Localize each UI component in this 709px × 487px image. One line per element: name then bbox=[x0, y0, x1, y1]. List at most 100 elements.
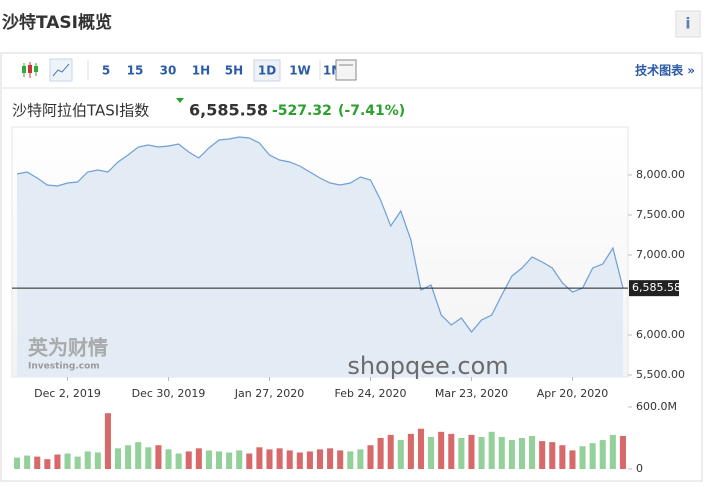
candle-icon[interactable] bbox=[22, 62, 38, 78]
panel bbox=[0, 52, 703, 482]
y-tick-label: 600.0M bbox=[636, 400, 677, 413]
brand-watermark: 英为财情 bbox=[28, 336, 108, 360]
interval-button[interactable]: 1D bbox=[258, 64, 276, 78]
volume-bar bbox=[256, 447, 263, 469]
brand-sub-watermark: Investing.com bbox=[28, 362, 100, 372]
price-line bbox=[16, 136, 624, 333]
change-pct: (-7.41%) bbox=[338, 103, 405, 119]
volume-bar bbox=[64, 453, 71, 469]
volume-bar bbox=[367, 445, 374, 469]
volume-bar bbox=[529, 435, 536, 469]
interval-group: 5 15 30 1H 5H 1D 1W 1M bbox=[102, 59, 343, 82]
volume-bar bbox=[226, 452, 233, 469]
volume-bar bbox=[609, 434, 616, 469]
volume-bar bbox=[377, 438, 384, 469]
volume-bar bbox=[569, 450, 576, 469]
x-tick-label: Dec 30, 2019 bbox=[132, 387, 206, 400]
volume-bar bbox=[135, 442, 142, 469]
volume-bar bbox=[205, 450, 212, 469]
interval-button[interactable]: 15 bbox=[127, 64, 144, 78]
status-icon bbox=[176, 98, 184, 103]
volume-bar bbox=[498, 436, 505, 469]
settings-icon[interactable] bbox=[335, 59, 357, 81]
x-tick-label: Jan 27, 2020 bbox=[234, 387, 304, 400]
area bbox=[17, 137, 623, 377]
volume-bar bbox=[266, 449, 273, 469]
volume-bar bbox=[236, 450, 243, 469]
volume-bar bbox=[195, 448, 202, 469]
volume-bar bbox=[407, 433, 414, 469]
interval-button[interactable]: 5H bbox=[225, 64, 243, 78]
volume-bar bbox=[357, 449, 364, 469]
volume-bar bbox=[518, 438, 525, 469]
volume-bar bbox=[155, 445, 162, 469]
volume-bar bbox=[34, 456, 41, 469]
volume-bar bbox=[185, 451, 192, 469]
change: -527.32 bbox=[272, 103, 332, 119]
volume-bar bbox=[246, 453, 253, 469]
volume-bar bbox=[539, 441, 546, 469]
x-tick-label: Mar 23, 2020 bbox=[435, 387, 508, 400]
x-tick-label: Apr 20, 2020 bbox=[537, 387, 609, 400]
volume-bar bbox=[549, 442, 556, 469]
interval-button[interactable]: 30 bbox=[160, 64, 177, 78]
volume-bar bbox=[397, 440, 404, 469]
volume-bar bbox=[347, 451, 354, 469]
y-tick-label: 6,000.00 bbox=[636, 328, 685, 341]
volume-bar bbox=[115, 448, 122, 469]
last-price-label: 6,585.58 bbox=[632, 281, 681, 294]
y-tick-label: 5,500.00 bbox=[636, 368, 685, 381]
interval-active bbox=[253, 59, 281, 82]
y-tick-label: 8,000.00 bbox=[636, 168, 685, 181]
volume-bar bbox=[337, 450, 344, 469]
volume-bar bbox=[579, 446, 586, 469]
y-tick-label: 0 bbox=[636, 462, 643, 475]
volume-bar bbox=[438, 431, 445, 469]
volume-bar bbox=[599, 440, 606, 469]
info-button[interactable] bbox=[675, 10, 701, 38]
volume-bar bbox=[94, 452, 101, 469]
area-icon[interactable] bbox=[49, 58, 73, 82]
volume-bar bbox=[589, 443, 596, 469]
volume-bar bbox=[619, 435, 626, 469]
tech-chart-link[interactable]: 技术图表 » bbox=[635, 63, 695, 78]
volume-bar bbox=[448, 433, 455, 469]
volume-bar bbox=[125, 445, 132, 469]
volume-bar bbox=[417, 428, 425, 469]
volume-bar bbox=[14, 457, 21, 469]
volume-bar bbox=[387, 434, 394, 469]
volume-bar bbox=[24, 455, 31, 469]
volume-bar bbox=[145, 447, 152, 469]
instrument-name: 沙特阿拉伯TASI指数 bbox=[12, 102, 149, 120]
volume-bar bbox=[276, 448, 283, 469]
interval-button[interactable]: 1H bbox=[192, 64, 210, 78]
page-title: 沙特TASI概览 bbox=[2, 12, 112, 33]
volume-bar bbox=[84, 451, 91, 469]
site-watermark: shopqee.com bbox=[347, 352, 508, 380]
interval-button[interactable]: 1W bbox=[289, 64, 311, 78]
volume-bar bbox=[306, 451, 313, 469]
volume-bar bbox=[296, 452, 303, 469]
volume-bar bbox=[559, 445, 566, 469]
volume-bar bbox=[286, 450, 293, 469]
volume-bar bbox=[316, 449, 324, 469]
y-tick-label: 7,500.00 bbox=[636, 208, 685, 221]
volume-bar bbox=[458, 438, 465, 469]
volume-bar bbox=[74, 456, 81, 469]
last-price-box bbox=[629, 280, 679, 297]
x-tick-label: Feb 24, 2020 bbox=[335, 387, 407, 400]
interval-button[interactable]: 5 bbox=[102, 64, 110, 78]
volume-bar bbox=[478, 436, 485, 469]
volume-bar bbox=[327, 448, 334, 469]
last-price: 6,585.58 bbox=[189, 101, 268, 120]
x-tick-label: Dec 2, 2019 bbox=[34, 387, 101, 400]
area-icon-line bbox=[52, 63, 70, 77]
volume-bar bbox=[44, 459, 51, 469]
volume-bar bbox=[508, 440, 515, 469]
plot: 8,000.00 7,500.00 7,000.00 6,000.00 5,500.00… bbox=[12, 136, 685, 475]
volume-bar bbox=[104, 413, 111, 469]
y-tick-label: 7,000.00 bbox=[636, 248, 685, 261]
volume-bar bbox=[175, 453, 182, 469]
info-icon: i bbox=[685, 15, 690, 33]
